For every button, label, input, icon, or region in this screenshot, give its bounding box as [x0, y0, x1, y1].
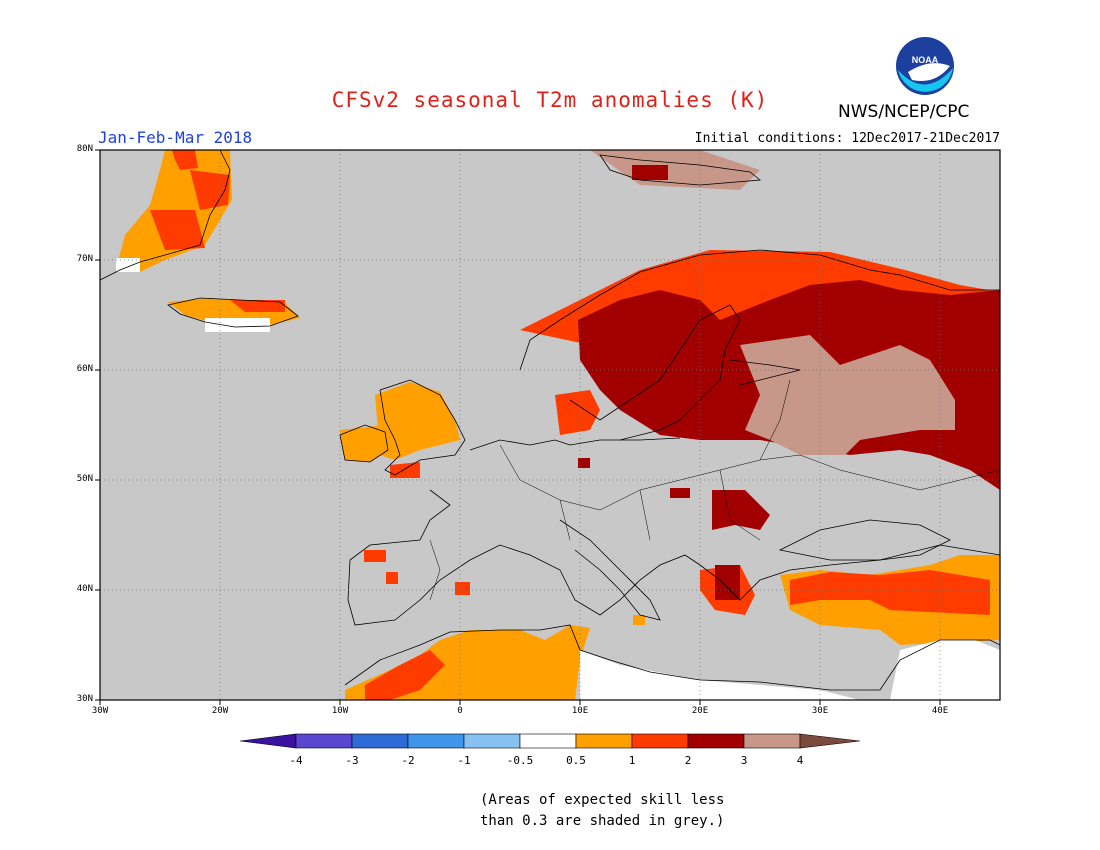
colorbar-label-05: 0.5 [566, 754, 586, 767]
colorbar-2-3 [687, 733, 745, 749]
anomaly-hungary-spot [670, 488, 690, 498]
noaa-logo: NOAA [896, 37, 954, 95]
colorbar-label-m05: -0.5 [506, 754, 534, 767]
borders-eastern-europe [759, 379, 1001, 491]
colorbar-m2-m1 [407, 733, 465, 749]
lon-label-20w: 20W [211, 706, 229, 716]
colorbar-m1-m05 [463, 733, 521, 749]
colorbar-1-2 [631, 733, 689, 749]
initial-conditions: Initial conditions: 12Dec2017-21Dec2017 [694, 131, 1000, 146]
map-frame [99, 149, 1001, 701]
lat-label-50n: 50N [76, 474, 93, 484]
coastlines [99, 149, 1001, 691]
coastline-italy [559, 519, 661, 621]
forecast-period: Jan-Feb-Mar 2018 [98, 128, 253, 147]
lon-label-0: 0 [457, 706, 463, 716]
coastline-black-sea [778, 519, 951, 561]
anomaly-iberia-1 [364, 550, 386, 562]
lat-label-60n: 60N [76, 364, 93, 374]
anomaly-uk-warm [390, 462, 420, 478]
noaa-logo-bird [908, 63, 950, 82]
anomaly-svalbard-warm [632, 165, 668, 180]
anomaly-iberia-3 [455, 582, 470, 595]
coastline-greenland [99, 149, 231, 281]
skill-note-line-2: than 0.3 are shaded in grey.) [480, 813, 725, 829]
anomaly-greece-strong [715, 565, 740, 600]
border-iberia [429, 539, 441, 601]
coastline-ireland [339, 424, 389, 463]
colorbar-m4-m3 [295, 733, 353, 749]
lat-label-30n: 30N [76, 694, 93, 704]
lat-label-70n: 70N [76, 254, 93, 264]
noaa-logo-wave [898, 68, 953, 92]
anomaly-svalbard [590, 150, 760, 190]
anomaly-western-russia [740, 335, 955, 455]
colorbar [239, 733, 861, 749]
colorbar-label-m4: -4 [289, 754, 303, 767]
anomaly-greenland-warm [172, 150, 198, 170]
country-borders [429, 379, 1001, 601]
colorbar-m05-05 [519, 733, 577, 749]
coastline-europe-west [347, 437, 1001, 626]
coastline-sweden-baltic [569, 304, 741, 441]
borders-central-europe [499, 444, 801, 541]
skill-note-line-1: (Areas of expected skill less [480, 792, 725, 808]
colorbar-gt-4 [799, 733, 861, 749]
anomaly-iceland-warm [230, 300, 285, 312]
skill-note: (Areas of expected skill less than 0.3 a… [480, 790, 724, 832]
colorbar-label-3: 3 [740, 754, 748, 767]
anomaly-british-isles [375, 382, 460, 460]
coastline-norway [519, 249, 1000, 371]
colorbar-lt-4 [239, 733, 297, 749]
anomaly-turkey-warm [790, 570, 990, 615]
lon-label-30w: 30W [91, 706, 109, 716]
colorbar-label-m2: -2 [401, 754, 415, 767]
anomaly-italy-spot [633, 615, 645, 625]
colorbar-label-2: 2 [684, 754, 692, 767]
anomaly-greenland-warm-3 [150, 210, 205, 250]
colorbar-label-4: 4 [796, 754, 804, 767]
colorbar-label-m1: -1 [457, 754, 471, 767]
lon-label-10w: 10W [331, 706, 349, 716]
anomaly-libya-white [580, 650, 860, 700]
lat-label-80n: 80N [76, 144, 93, 154]
noaa-logo-text: NOAA [912, 55, 939, 65]
colorbar-label-m3: -3 [345, 754, 359, 767]
anomaly-greenland-warm-2 [190, 170, 230, 210]
anomaly-ireland [340, 425, 390, 462]
anomaly-iberia-2 [386, 572, 398, 584]
anomaly-greenland-white [116, 258, 140, 272]
colorbar-label-1: 1 [628, 754, 636, 767]
anomaly-egypt-white [890, 640, 1000, 700]
coastline-britain [379, 379, 466, 476]
anomaly-denmark [555, 390, 600, 435]
colorbar-3-4 [743, 733, 801, 749]
lon-label-40e: 40E [931, 706, 949, 716]
colorbar-05-1 [575, 733, 633, 749]
agency-label: NWS/NCEP/CPC [838, 102, 970, 122]
lon-label-30e: 30E [811, 706, 829, 716]
lon-label-10e: 10E [571, 706, 589, 716]
chart-title: CFSv2 seasonal T2m anomalies (K) [331, 88, 769, 112]
lon-label-20e: 20E [691, 706, 709, 716]
anomaly-morocco-warm [365, 650, 445, 700]
coastline-svalbard [599, 154, 762, 186]
lat-label-40n: 40N [76, 584, 93, 594]
axis-ticks [95, 149, 941, 705]
anomaly-poland-spot [578, 458, 590, 468]
anomaly-balkans [712, 490, 770, 530]
anomaly-iceland-white [205, 318, 270, 332]
coastline-north-africa [344, 624, 1001, 691]
colorbar-m3-m2 [351, 733, 409, 749]
